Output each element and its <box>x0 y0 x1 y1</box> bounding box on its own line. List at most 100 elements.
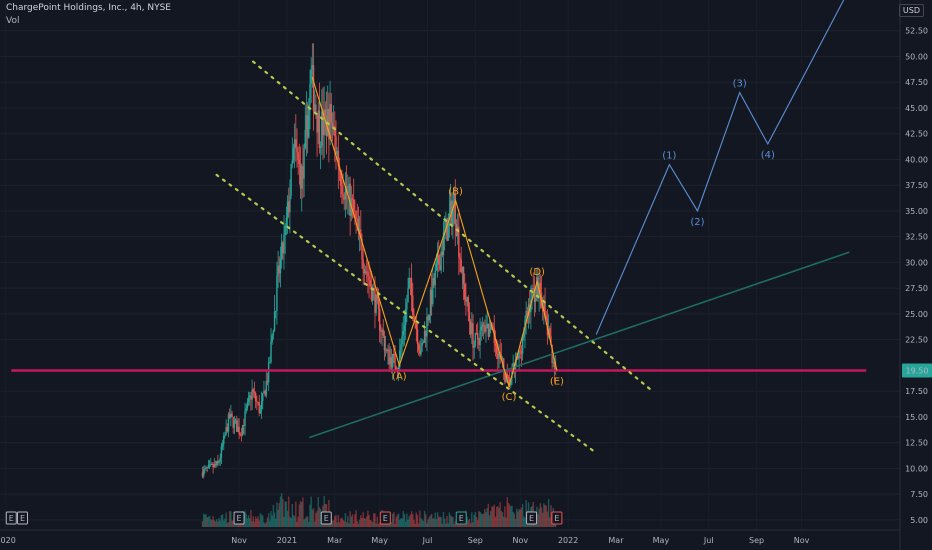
candle-body <box>527 304 530 316</box>
candle-body <box>290 163 292 196</box>
candle-body <box>487 323 490 337</box>
earnings-marker-label: E <box>324 514 329 523</box>
volume-bar <box>364 518 367 527</box>
volume-bar <box>466 516 468 527</box>
trend-line <box>309 251 850 439</box>
candle-body <box>347 191 349 194</box>
candle-body <box>364 271 367 274</box>
candle-body <box>368 276 370 281</box>
candle-body <box>517 356 519 359</box>
candle-body <box>353 200 355 211</box>
candle-body <box>277 265 279 276</box>
volume-bar <box>390 522 393 527</box>
candle-body <box>393 354 395 355</box>
candle-body <box>246 402 249 409</box>
earnings-marker-box <box>233 511 245 525</box>
candle-body <box>549 328 551 336</box>
volume-bar <box>231 520 233 527</box>
candle-body <box>291 160 293 164</box>
symbol-title[interactable]: ChargePoint Holdings, Inc., 4h, NYSE <box>6 3 171 13</box>
candle-body <box>270 341 272 363</box>
candle-body <box>376 294 379 300</box>
volume-bar <box>347 515 349 527</box>
candle-body <box>412 295 414 315</box>
volume-bar <box>373 513 375 527</box>
volume-indicator-label[interactable]: Vol <box>6 16 20 26</box>
candle-body <box>308 104 310 138</box>
volume-bar <box>275 518 277 527</box>
candle-body <box>453 194 455 206</box>
volume-bar <box>285 501 288 527</box>
candle-body <box>480 326 482 331</box>
volume-bar <box>407 519 409 527</box>
candle-body <box>363 269 366 274</box>
volume-bar <box>312 508 315 527</box>
volume-bar <box>434 512 436 527</box>
projection-label: (4) <box>761 150 775 161</box>
volume-bar <box>504 506 506 527</box>
volume-bar <box>508 504 511 527</box>
volume-bar <box>249 518 251 527</box>
candle-body <box>386 349 388 352</box>
candle-body <box>420 345 422 355</box>
candle-body <box>428 314 430 321</box>
volume-bar <box>441 523 443 527</box>
candle-body <box>260 401 263 410</box>
volume-bar <box>503 516 505 527</box>
volume-bars <box>201 493 557 527</box>
volume-bar <box>513 513 516 527</box>
earnings-marker-box <box>551 511 563 525</box>
candle-body <box>234 420 237 422</box>
volume-bar <box>317 496 319 527</box>
earnings-marker-label: E <box>237 514 242 523</box>
candle-body <box>306 115 309 138</box>
volume-bar <box>448 512 451 527</box>
volume-bar <box>484 509 486 527</box>
x-tick-label: May <box>371 536 388 545</box>
candle-body <box>445 219 447 232</box>
volume-bar <box>537 514 539 527</box>
y-tick-label: 27.50 <box>905 284 928 293</box>
volume-bar <box>280 493 283 527</box>
y-tick-label: 32.50 <box>905 233 928 242</box>
volume-bar <box>338 522 341 527</box>
volume-bar <box>501 512 504 527</box>
volume-bar <box>212 516 214 527</box>
volume-bar <box>207 516 210 527</box>
candle-body <box>526 311 529 316</box>
price-axis[interactable]: 52.50 50.00 47.50 45.00 42.50 40.00 37.50 35.00… <box>899 0 932 550</box>
candle-body <box>319 146 322 149</box>
candle-body <box>357 218 360 231</box>
time-axis[interactable]: 2020 Nov 2021 Mar May Jul Sep Nov 2022 Mar May Jul S… <box>0 529 900 545</box>
volume-bar <box>270 511 272 527</box>
candle-body <box>314 104 316 112</box>
volume-bar <box>368 514 370 527</box>
volume-bar <box>293 516 296 527</box>
volume-bar <box>247 515 250 527</box>
candle-body <box>381 329 383 332</box>
volume-bar <box>357 523 360 527</box>
candle-body <box>303 148 305 179</box>
candle-body <box>442 232 445 256</box>
candle-body <box>484 325 486 332</box>
candle-body <box>254 393 257 402</box>
currency-badge[interactable]: USD <box>898 4 924 17</box>
volume-bar <box>210 519 212 527</box>
candle-body <box>318 110 321 149</box>
volume-bar <box>376 516 379 527</box>
candle-body <box>252 389 254 393</box>
volume-bar <box>445 523 447 527</box>
volume-bar <box>334 516 336 527</box>
volume-bar <box>452 516 454 527</box>
volume-bar <box>301 502 303 527</box>
candle-body <box>410 278 413 296</box>
candle-body <box>342 194 344 198</box>
candle-body <box>285 218 288 226</box>
candle-body <box>408 277 410 289</box>
volume-bar <box>480 513 482 527</box>
candle-body <box>380 330 382 332</box>
candle-body <box>417 344 420 350</box>
volume-bar <box>340 518 342 527</box>
volume-bar <box>297 516 299 527</box>
